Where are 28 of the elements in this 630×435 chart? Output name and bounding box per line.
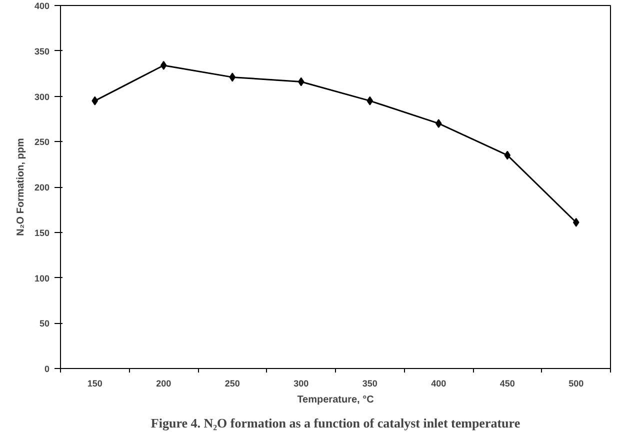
x-axis-title: Temperature, °C xyxy=(297,394,374,406)
caption: Figure 4. N₂O formation as a function of catalyst inlet temperature xyxy=(150,416,520,430)
y-tick-label: 400 xyxy=(34,1,50,11)
point xyxy=(298,77,304,86)
x-tick-label: 350 xyxy=(362,378,378,388)
point xyxy=(366,96,374,106)
point xyxy=(504,150,511,160)
y-tick-label: 200 xyxy=(34,182,50,192)
x-tick-label: 200 xyxy=(156,378,172,388)
y-axis-title: N₂O Formation, ppm xyxy=(15,138,26,236)
point xyxy=(229,72,236,82)
x-tick-label: 400 xyxy=(431,378,446,388)
y-tick-label: 100 xyxy=(34,273,50,284)
y-tick-label: 0 xyxy=(44,364,50,374)
point xyxy=(572,218,580,227)
point xyxy=(92,96,98,106)
y-tick-label: 350 xyxy=(34,46,50,56)
y-tick-label: 150 xyxy=(34,228,50,238)
y-tick-label: 50 xyxy=(39,318,50,329)
y-tick-label: 250 xyxy=(34,137,50,148)
x-tick-label: 450 xyxy=(500,378,515,388)
x-tick-label: 250 xyxy=(224,378,240,388)
point xyxy=(160,60,167,70)
point xyxy=(435,118,442,128)
y-tick-label: 300 xyxy=(34,92,50,102)
x-tick-label: 300 xyxy=(294,378,309,388)
x-tick-label: 150 xyxy=(87,378,102,388)
x-tick-label: 500 xyxy=(568,378,584,388)
